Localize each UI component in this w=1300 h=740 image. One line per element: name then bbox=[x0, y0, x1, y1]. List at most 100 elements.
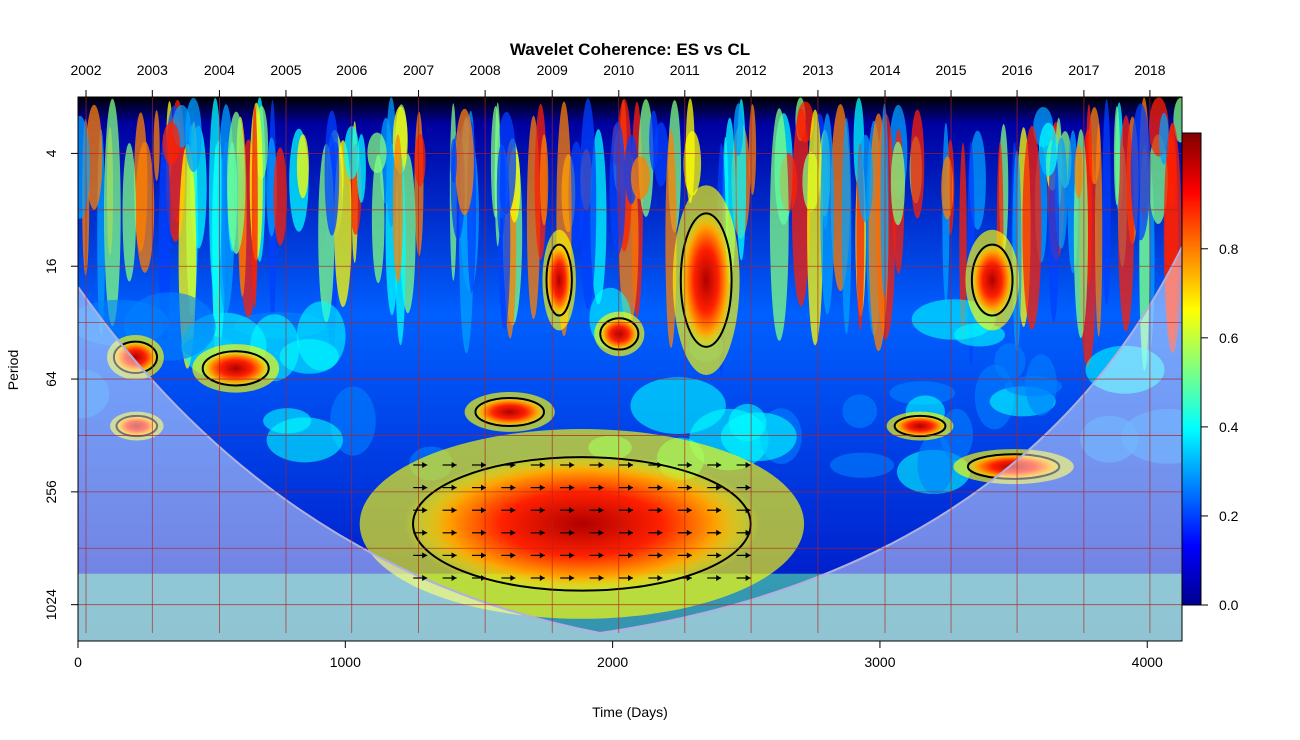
significance-contour bbox=[679, 212, 733, 348]
high-coherence-region bbox=[965, 453, 1062, 480]
colorbar-legend: 0.0 0.2 0.4 0.6 0.8 bbox=[1181, 132, 1239, 613]
coherence-patch bbox=[994, 343, 1026, 381]
significance-contour bbox=[115, 414, 159, 438]
coherence-streak bbox=[857, 134, 874, 223]
top-tick-label: 2006 bbox=[336, 62, 367, 78]
phase-arrow bbox=[589, 462, 604, 468]
y-tick-label: 64 bbox=[43, 371, 59, 387]
top-tick-label: 2014 bbox=[869, 62, 900, 78]
coherence-streak bbox=[162, 122, 180, 165]
coherence-patch bbox=[889, 381, 956, 405]
x-tick-label: 0 bbox=[74, 654, 82, 670]
coherence-streak bbox=[880, 103, 889, 299]
phase-arrow bbox=[472, 507, 486, 514]
phase-arrow bbox=[677, 575, 692, 581]
coherence-streak bbox=[104, 98, 121, 327]
grid-lines bbox=[78, 97, 1182, 633]
coherence-streak bbox=[1118, 115, 1134, 332]
phase-arrow bbox=[530, 529, 545, 536]
coherence-streak bbox=[392, 134, 403, 283]
coherence-streak bbox=[769, 108, 789, 341]
coherence-streak bbox=[134, 112, 148, 252]
top-tick-label: 2002 bbox=[70, 62, 101, 78]
phase-arrow bbox=[736, 552, 751, 559]
coherence-streak bbox=[665, 129, 677, 348]
phase-arrow bbox=[619, 484, 633, 491]
coherence-streak bbox=[579, 98, 597, 310]
phase-arrow bbox=[501, 575, 516, 581]
phase-arrow bbox=[530, 484, 545, 491]
phase-arrow bbox=[619, 552, 633, 559]
coherence-streak bbox=[797, 101, 814, 143]
coherence-streak bbox=[1130, 103, 1151, 241]
phase-arrow bbox=[707, 507, 722, 514]
phase-arrow bbox=[501, 462, 516, 468]
top-tick-label: 2017 bbox=[1068, 62, 1099, 78]
coherence-streak bbox=[414, 133, 426, 187]
phase-arrow bbox=[472, 484, 486, 491]
phase-arrow bbox=[677, 529, 692, 536]
phase-arrow bbox=[413, 462, 428, 468]
phase-arrow bbox=[619, 529, 633, 536]
x-tick-label: 1000 bbox=[330, 654, 361, 670]
phase-arrow bbox=[589, 552, 604, 559]
coherence-streak bbox=[1048, 137, 1060, 323]
coherence-streak bbox=[1102, 99, 1111, 306]
phase-arrow bbox=[472, 529, 486, 536]
coherence-streak bbox=[356, 134, 366, 203]
x-tick-label: 4000 bbox=[1132, 654, 1163, 670]
colorbar-tick-label: 0.6 bbox=[1219, 330, 1239, 346]
colorbar-tick-label: 0.2 bbox=[1219, 508, 1239, 524]
top-tick-label: 2005 bbox=[270, 62, 301, 78]
cone-of-influence-shade bbox=[78, 247, 1182, 641]
phase-arrow bbox=[472, 552, 486, 559]
coherence-streak bbox=[609, 121, 626, 256]
y-tick-label: 16 bbox=[43, 258, 59, 274]
phase-arrow bbox=[560, 575, 575, 581]
coherence-streak bbox=[450, 138, 457, 183]
phase-arrow bbox=[736, 529, 751, 536]
top-tick-label: 2018 bbox=[1134, 62, 1165, 78]
coherence-patch bbox=[1085, 345, 1165, 394]
high-coherence-region bbox=[115, 415, 159, 437]
coherence-streak bbox=[455, 108, 474, 216]
phase-arrow bbox=[530, 507, 545, 514]
phase-arrow bbox=[560, 507, 575, 514]
phase-arrow bbox=[736, 484, 751, 491]
coherence-streak bbox=[371, 154, 385, 284]
phase-arrow bbox=[530, 575, 545, 581]
coherence-streak bbox=[1074, 145, 1083, 199]
phase-arrow bbox=[560, 462, 575, 468]
phase-arrow bbox=[472, 575, 486, 581]
coherence-streak bbox=[910, 109, 925, 219]
cone-of-influence-edge bbox=[78, 246, 1182, 635]
plot-area bbox=[78, 97, 1182, 641]
phase-arrow bbox=[530, 552, 545, 559]
significance-contour bbox=[201, 350, 270, 387]
phase-arrow bbox=[677, 507, 692, 514]
phase-arrow bbox=[736, 462, 751, 468]
coherence-streak bbox=[324, 110, 340, 236]
phase-arrow bbox=[677, 462, 692, 468]
coherence-streak bbox=[122, 143, 137, 282]
phase-arrow bbox=[707, 529, 722, 536]
significance-contour bbox=[545, 243, 573, 317]
phase-arrow bbox=[589, 484, 604, 491]
coherence-streak bbox=[748, 104, 757, 195]
coherence-streak bbox=[209, 97, 222, 297]
y-axis-label: Period bbox=[5, 350, 21, 390]
coherence-streak bbox=[630, 156, 650, 200]
phase-arrow bbox=[648, 484, 663, 491]
phase-arrow bbox=[442, 484, 457, 491]
coherence-streak bbox=[1113, 106, 1120, 206]
top-tick-label: 2008 bbox=[470, 62, 501, 78]
top-tick-label: 2015 bbox=[935, 62, 966, 78]
coherence-streak bbox=[251, 105, 258, 309]
phase-arrow bbox=[501, 484, 516, 491]
coherence-streak bbox=[1159, 112, 1169, 165]
coherence-streak bbox=[890, 141, 906, 226]
top-tick-label: 2012 bbox=[736, 62, 767, 78]
phase-arrow bbox=[648, 552, 663, 559]
coherence-streak bbox=[273, 147, 288, 246]
coherence-patch bbox=[1080, 415, 1139, 463]
